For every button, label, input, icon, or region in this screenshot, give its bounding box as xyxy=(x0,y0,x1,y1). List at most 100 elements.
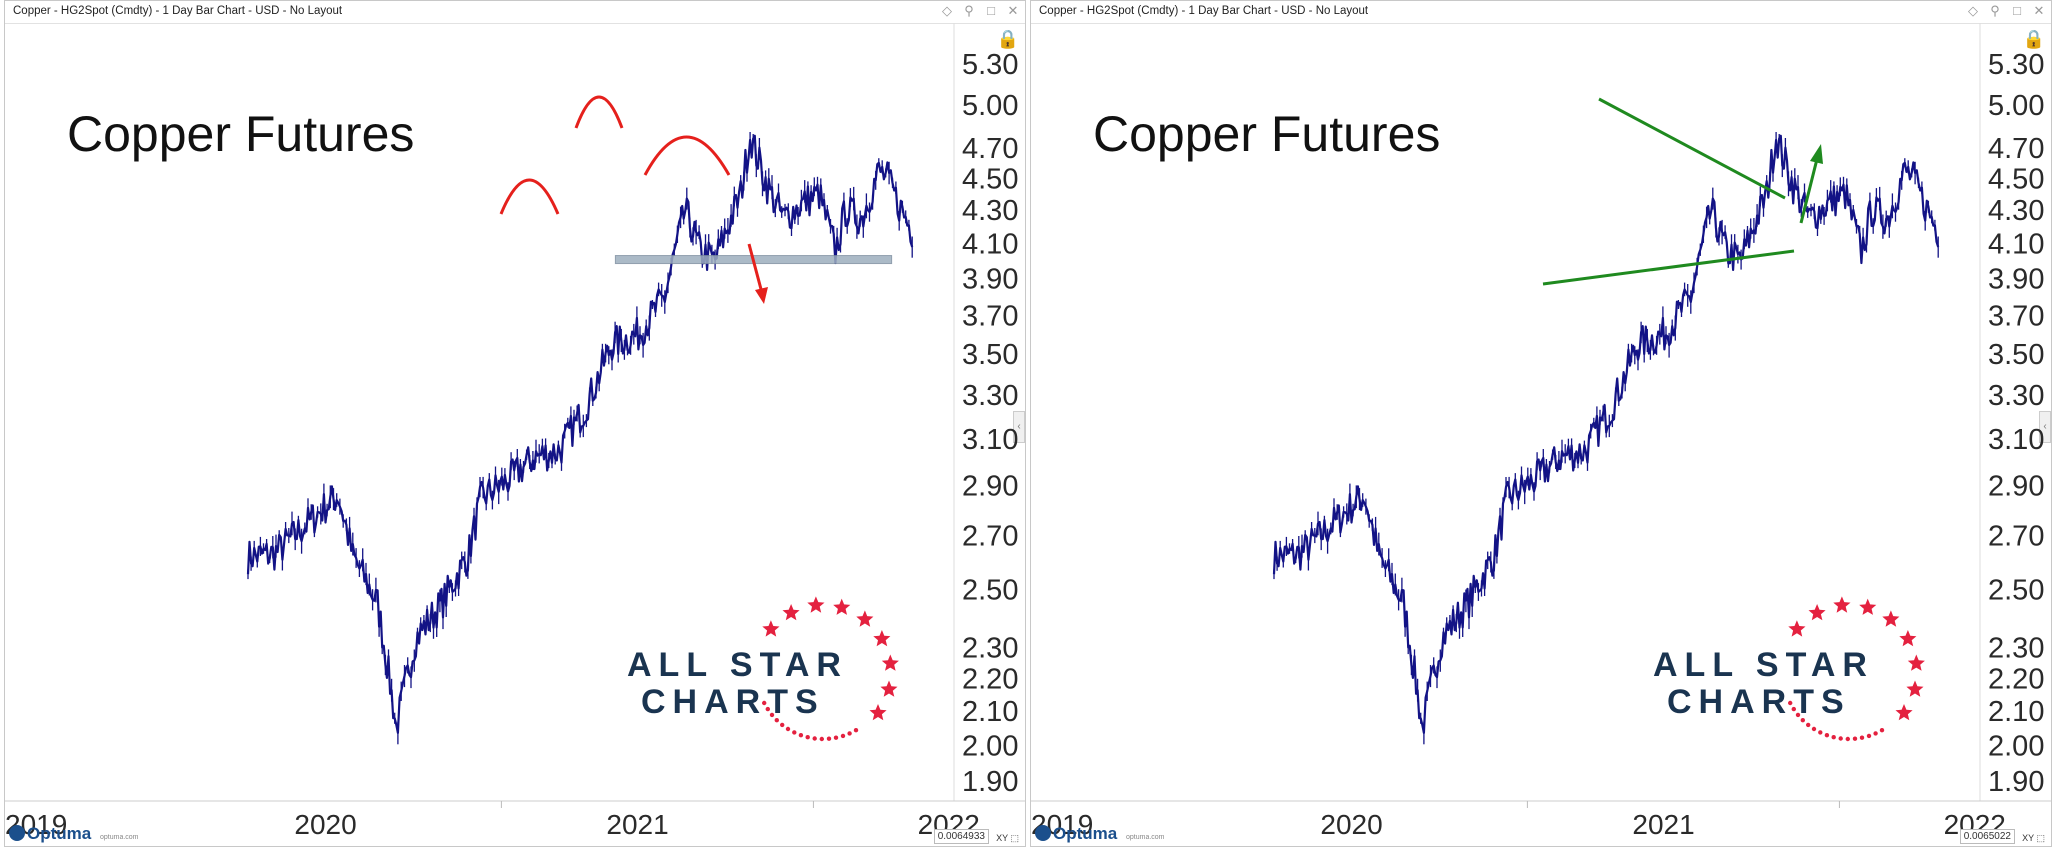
y-tick-label: 5.30 xyxy=(962,49,1018,81)
brand-small-star xyxy=(1845,736,1850,742)
price-chart[interactable]: Copper Futures5.305.004.704.504.304.103.… xyxy=(5,1,1026,847)
brand-star xyxy=(873,630,891,647)
brand-small-star xyxy=(1866,733,1872,739)
close-icon[interactable]: ✕ xyxy=(2033,3,2045,18)
brand-line-1: ALL STAR xyxy=(1653,646,1874,684)
y-tick-label: 2.90 xyxy=(962,471,1018,503)
y-tick-label: 2.90 xyxy=(1988,471,2044,503)
brand-star xyxy=(1808,604,1826,621)
brand-star xyxy=(1907,654,1925,671)
brand-star xyxy=(1899,630,1917,647)
price-chart[interactable]: Copper Futures 5.30 5.00 4.704.504.304.10 3.… xyxy=(1031,1,2052,847)
y-tick-label: 3.30 xyxy=(962,380,1018,412)
chart-title: Copper Futures xyxy=(1093,106,1440,162)
y-tick-label: 4.30 xyxy=(962,195,1018,227)
link-icon[interactable]: ◇ xyxy=(1968,3,1978,18)
chart-panel-right[interactable]: Copper - HG2Spot (Cmdty) - 1 Day Bar Cha… xyxy=(1030,0,2052,847)
y-tick-label: 2.50 xyxy=(1988,574,2044,606)
y-tick-label: 5.00 xyxy=(962,90,1018,122)
brand-small-star xyxy=(762,700,767,706)
y-tick-label: 3.30 xyxy=(1988,380,2044,412)
brand-small-star xyxy=(819,736,824,742)
brand-small-star xyxy=(1818,730,1823,735)
brand-star xyxy=(881,654,899,671)
y-tick-label: 5.30 xyxy=(1988,49,2044,81)
brand-star xyxy=(762,620,780,637)
xy-toggle-button[interactable]: XY ⬚ xyxy=(996,833,1019,843)
brand-small-star xyxy=(1879,728,1885,733)
y-tick-label: 4.30 xyxy=(1988,195,2044,227)
brand-small-star xyxy=(805,735,810,740)
y-tick-label: 3.50 xyxy=(1988,339,2044,371)
y-tick-label: 3.90 xyxy=(962,263,1018,295)
brand-small-star xyxy=(785,726,791,732)
y-tick-label: 2.00 xyxy=(962,730,1018,762)
brand-small-star xyxy=(1838,736,1843,741)
breakout-arrowhead xyxy=(1810,144,1823,164)
triangle-lower-trendline xyxy=(1542,249,1795,286)
y-tick-label: 4.10 xyxy=(962,229,1018,261)
y-tick-label: 4.70 xyxy=(1988,133,2044,165)
pin-icon[interactable]: ⚲ xyxy=(1990,3,2000,18)
brand-small-star xyxy=(765,706,770,712)
y-tick-label: 1.90 xyxy=(1988,766,2044,798)
optuma-logo: Optuma xyxy=(1035,824,1117,844)
y-tick-label: 2.10 xyxy=(962,696,1018,728)
price-series xyxy=(246,132,914,745)
pin-icon[interactable]: ⚲ xyxy=(964,3,974,18)
y-tick-label: 2.30 xyxy=(1988,633,2044,665)
xy-toggle-button[interactable]: XY ⬚ xyxy=(2022,833,2045,843)
y-tick-label: 2.70 xyxy=(1988,521,2044,553)
brand-small-star xyxy=(792,730,797,735)
lock-icon[interactable]: 🔒 xyxy=(2022,29,2045,49)
collapse-handle[interactable]: ‹ xyxy=(1013,411,1025,443)
left-shoulder-arc xyxy=(499,178,560,215)
brand-star xyxy=(1833,596,1851,613)
brand-small-star xyxy=(1811,726,1817,732)
close-icon[interactable]: ✕ xyxy=(1007,3,1019,18)
chart-panel-left[interactable]: Copper - HG2Spot (Cmdty) - 1 Day Bar Cha… xyxy=(4,0,1026,847)
link-icon[interactable]: ◇ xyxy=(942,3,952,18)
chart-title: Copper Futures xyxy=(67,106,414,162)
lock-icon[interactable]: 🔒 xyxy=(996,29,1019,49)
brand-star xyxy=(782,604,800,621)
optuma-logo: Optuma xyxy=(9,824,91,844)
brand-small-star xyxy=(780,722,785,728)
brand-small-star xyxy=(833,735,839,740)
maximize-icon[interactable]: □ xyxy=(2013,3,2021,18)
brand-small-star xyxy=(1852,736,1858,741)
brand-small-star xyxy=(1806,722,1811,728)
brand-small-star xyxy=(769,712,775,718)
maximize-icon[interactable]: □ xyxy=(987,3,995,18)
brand-line-2: CHARTS xyxy=(1667,683,1851,721)
brand-small-star xyxy=(1859,735,1865,740)
brand-star xyxy=(807,596,825,613)
y-tick-label: 3.70 xyxy=(962,300,1018,332)
window-titlebar[interactable]: Copper - HG2Spot (Cmdty) - 1 Day Bar Cha… xyxy=(5,1,1025,24)
brand-small-star xyxy=(840,733,846,739)
brand-star xyxy=(880,680,898,697)
optuma-url: optuma.com xyxy=(100,834,139,841)
y-tick-label: 2.20 xyxy=(1988,664,2044,696)
head-arc xyxy=(574,95,624,129)
scale-readout: 0.0064933 xyxy=(933,829,989,844)
brand-line-2: CHARTS xyxy=(641,683,825,721)
y-tick-label: 5.00 xyxy=(1988,90,2044,122)
breakdown-arrow xyxy=(747,243,764,294)
y-tick-label: 4.10 xyxy=(1988,229,2044,261)
x-tick-label: 2021 xyxy=(1632,809,1694,840)
y-tick-label: 4.70 xyxy=(962,133,1018,165)
window-title: Copper - HG2Spot (Cmdty) - 1 Day Bar Cha… xyxy=(13,5,343,17)
window-titlebar[interactable]: Copper - HG2Spot (Cmdty) - 1 Day Bar Cha… xyxy=(1031,1,2051,24)
brand-small-star xyxy=(1873,731,1878,736)
y-tick-label: 2.20 xyxy=(962,664,1018,696)
collapse-handle[interactable]: ‹ xyxy=(2039,411,2051,443)
brand-small-star xyxy=(853,728,859,733)
y-tick-label: 3.10 xyxy=(962,424,1018,456)
brand-star xyxy=(869,704,887,721)
y-tick-label: 4.50 xyxy=(1988,163,2044,195)
y-tick-label: 4.50 xyxy=(962,163,1018,195)
triangle-upper-trendline xyxy=(1598,97,1786,200)
brand-star xyxy=(1788,620,1806,637)
breakout-arrow xyxy=(1799,158,1819,224)
